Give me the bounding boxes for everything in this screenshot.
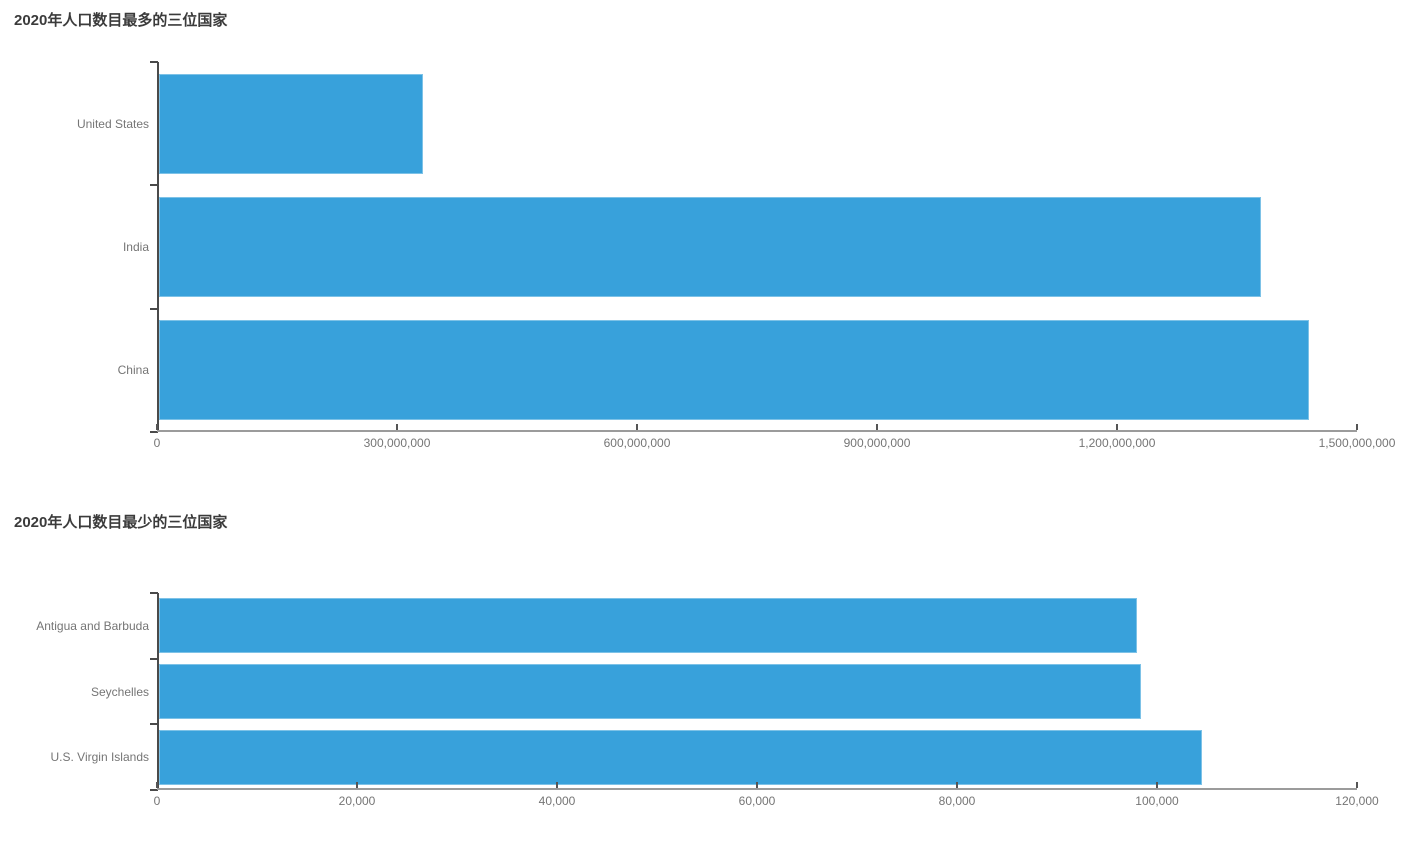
x-axis-tick-label: 40,000 xyxy=(538,794,576,808)
bar xyxy=(159,196,1262,297)
x-axis-tick xyxy=(156,782,158,788)
x-axis-tick xyxy=(396,424,398,430)
x-axis-tick xyxy=(355,782,358,788)
bar-row: United States xyxy=(77,62,1357,185)
plot-area-least-populous: Antigua and Barbuda Seychelles U.S. Virgin… xyxy=(36,592,1357,791)
x-axis-tick xyxy=(636,424,638,430)
x-axis-tick xyxy=(555,782,558,788)
x-axis-tick xyxy=(1116,424,1118,430)
x-axis-most-populous: 0 300,000,000 600,000,000 900,000,000 1,200,… xyxy=(154,424,1395,450)
x-axis-tick xyxy=(156,424,158,430)
x-axis-tick-label: 900,000,000 xyxy=(843,436,911,450)
x-axis-tick-label: 100,000 xyxy=(1135,794,1179,808)
x-axis-tick-label: 600,000,000 xyxy=(603,436,671,450)
bar-row: Antigua and Barbuda xyxy=(36,593,1357,659)
bar xyxy=(159,320,1309,421)
x-axis-tick-label: 80,000 xyxy=(938,794,976,808)
category-label: Antigua and Barbuda xyxy=(36,618,149,633)
x-axis-tick-label: 20,000 xyxy=(338,794,376,808)
x-axis-tick-label: 60,000 xyxy=(738,794,776,808)
y-axis-tick xyxy=(150,184,158,187)
x-axis-tick-label: 0 xyxy=(153,794,161,808)
x-axis-tick-label: 120,000 xyxy=(1335,794,1379,808)
x-axis-tick xyxy=(1356,424,1358,430)
category-label: U.S. Virgin Islands xyxy=(50,750,150,765)
x-axis-tick xyxy=(756,782,758,788)
chart-title-least-populous: 2020年人口数目最少的三位国家 xyxy=(14,514,228,531)
y-axis-tick xyxy=(150,61,158,63)
y-axis-tick xyxy=(150,789,158,791)
y-axis-tick xyxy=(150,657,158,660)
y-axis-tick xyxy=(150,592,158,594)
category-label: United States xyxy=(76,116,149,131)
x-axis-tick xyxy=(1356,782,1358,788)
bar-row: U.S. Virgin Islands xyxy=(51,724,1357,790)
bar-row: Seychelles xyxy=(91,659,1357,725)
x-axis-least-populous: 0 20,000 40,000 60,000 80,000 100,000 120,000 xyxy=(154,782,1379,808)
bar xyxy=(159,73,424,174)
bar-row: India xyxy=(123,185,1357,308)
y-axis-tick xyxy=(150,431,158,433)
x-axis-tick xyxy=(876,424,878,430)
category-label: China xyxy=(117,363,149,378)
x-axis-tick xyxy=(1156,782,1158,788)
category-label: Seychelles xyxy=(90,684,149,699)
y-axis-tick xyxy=(150,307,158,310)
x-axis-tick-label: 0 xyxy=(153,436,161,450)
x-axis-tick-label: 1,200,000,000 xyxy=(1078,436,1156,450)
bar-row: China xyxy=(118,309,1357,432)
chart-title-most-populous: 2020年人口数目最多的三位国家 xyxy=(14,12,228,29)
x-axis-tick xyxy=(955,782,958,788)
bar xyxy=(159,729,1202,785)
x-axis-tick-label: 300,000,000 xyxy=(363,436,431,450)
y-axis-tick xyxy=(150,723,158,726)
bar xyxy=(159,664,1141,719)
plot-area-most-populous: United States India China xyxy=(77,61,1357,433)
bar xyxy=(159,598,1137,654)
category-label: India xyxy=(122,239,149,254)
x-axis-tick-label: 1,500,000,000 xyxy=(1318,436,1396,450)
